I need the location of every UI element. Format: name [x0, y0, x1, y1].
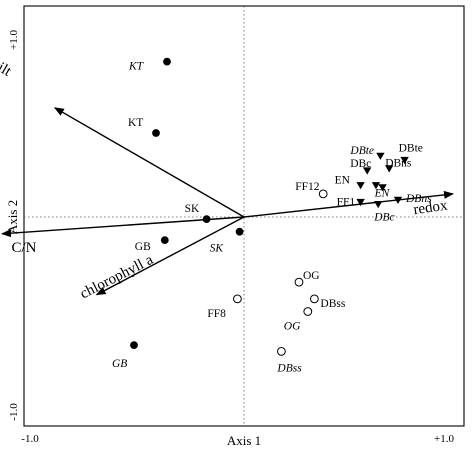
point-kt-italic-0-0 [163, 57, 171, 66]
point-label-ff8-1-1: FF8 [207, 308, 226, 320]
y-axis-title: Axis 2 [5, 200, 20, 234]
y-tick-label-min: -1.0 [8, 403, 20, 421]
point-en-2-4 [356, 182, 365, 190]
vector-label-c-n: C/N [11, 240, 36, 256]
point-label-dbc-2-3: DBc [350, 158, 371, 170]
point-dbns-2-2 [385, 165, 394, 173]
point-dbss-1-3 [310, 294, 319, 304]
point-gb-italic-0-5 [130, 341, 138, 349]
point-label-dbns-italic-2-8: DBns [405, 193, 432, 205]
point-dbte-italic-2-0 [376, 152, 385, 160]
point-dbc-2-3 [363, 167, 372, 175]
point-label-kt-0-1: KT [128, 117, 143, 129]
point-ff8-1-1 [233, 294, 242, 304]
point-unlabeled-2-5 [371, 182, 381, 190]
point-label-en-italic-2-6: EN [374, 188, 391, 200]
vector-arrow-chlorophyll-a [95, 216, 245, 296]
environmental-vectors: silt C/N chlorophyll a redox [0, 57, 454, 303]
point-og-italic-1-4 [303, 307, 313, 316]
vector-arrow-silt [53, 107, 245, 218]
point-og-1-2 [294, 277, 304, 287]
vector-arrow-redox [243, 190, 454, 218]
point-label-sk-0-2: SK [185, 203, 200, 215]
point-sk-0-2 [202, 215, 211, 224]
point-label-dbc-italic-2-9: DBc [373, 211, 394, 223]
x-tick-label-max: +1.0 [434, 433, 454, 445]
point-kt-0-1 [152, 129, 160, 137]
y-tick-label-max: +1.0 [8, 30, 20, 50]
point-dbss-italic-1-5 [277, 347, 286, 356]
point-en-italic-2-6 [378, 184, 387, 192]
vector-label-silt: silt [0, 57, 14, 80]
point-dbte-2-1 [400, 156, 409, 165]
x-axis-title: Axis 1 [227, 433, 261, 448]
point-label-en-2-4: EN [335, 175, 351, 187]
point-label-og-1-2: OG [303, 270, 320, 282]
x-tick-label-min: -1.0 [21, 433, 39, 445]
point-ff12-1-0 [318, 189, 328, 199]
point-label-gb-italic-0-5: GB [112, 358, 127, 370]
point-ff1-2-7 [356, 198, 365, 207]
point-label-ff1-2-7: FF1 [337, 196, 356, 208]
vector-label-chlorophyll-a: chlorophyll a [78, 252, 156, 303]
point-dbc-italic-2-9 [374, 201, 383, 209]
point-sk-italic-0-3 [235, 227, 244, 236]
point-label-dbss-1-3: DBss [320, 298, 345, 310]
point-dbns-italic-2-8 [393, 196, 403, 204]
point-label-dbns-2-2: DBns [385, 158, 412, 170]
vector-label-redox: redox [412, 198, 449, 219]
point-label-gb-0-4: GB [135, 241, 151, 253]
point-label-dbte-italic-2-0: DBte [349, 145, 374, 157]
point-label-dbss-italic-1-5: DBss [276, 362, 302, 374]
point-label-dbte-2-1: DBte [399, 142, 423, 154]
point-label-kt-italic-0-0: KT [128, 61, 145, 73]
point-label-ff12-1-0: FF12 [295, 181, 320, 193]
point-label-og-italic-1-4: OG [284, 321, 301, 333]
point-label-sk-italic-0-3: SK [210, 243, 225, 255]
point-gb-0-4 [160, 236, 169, 245]
